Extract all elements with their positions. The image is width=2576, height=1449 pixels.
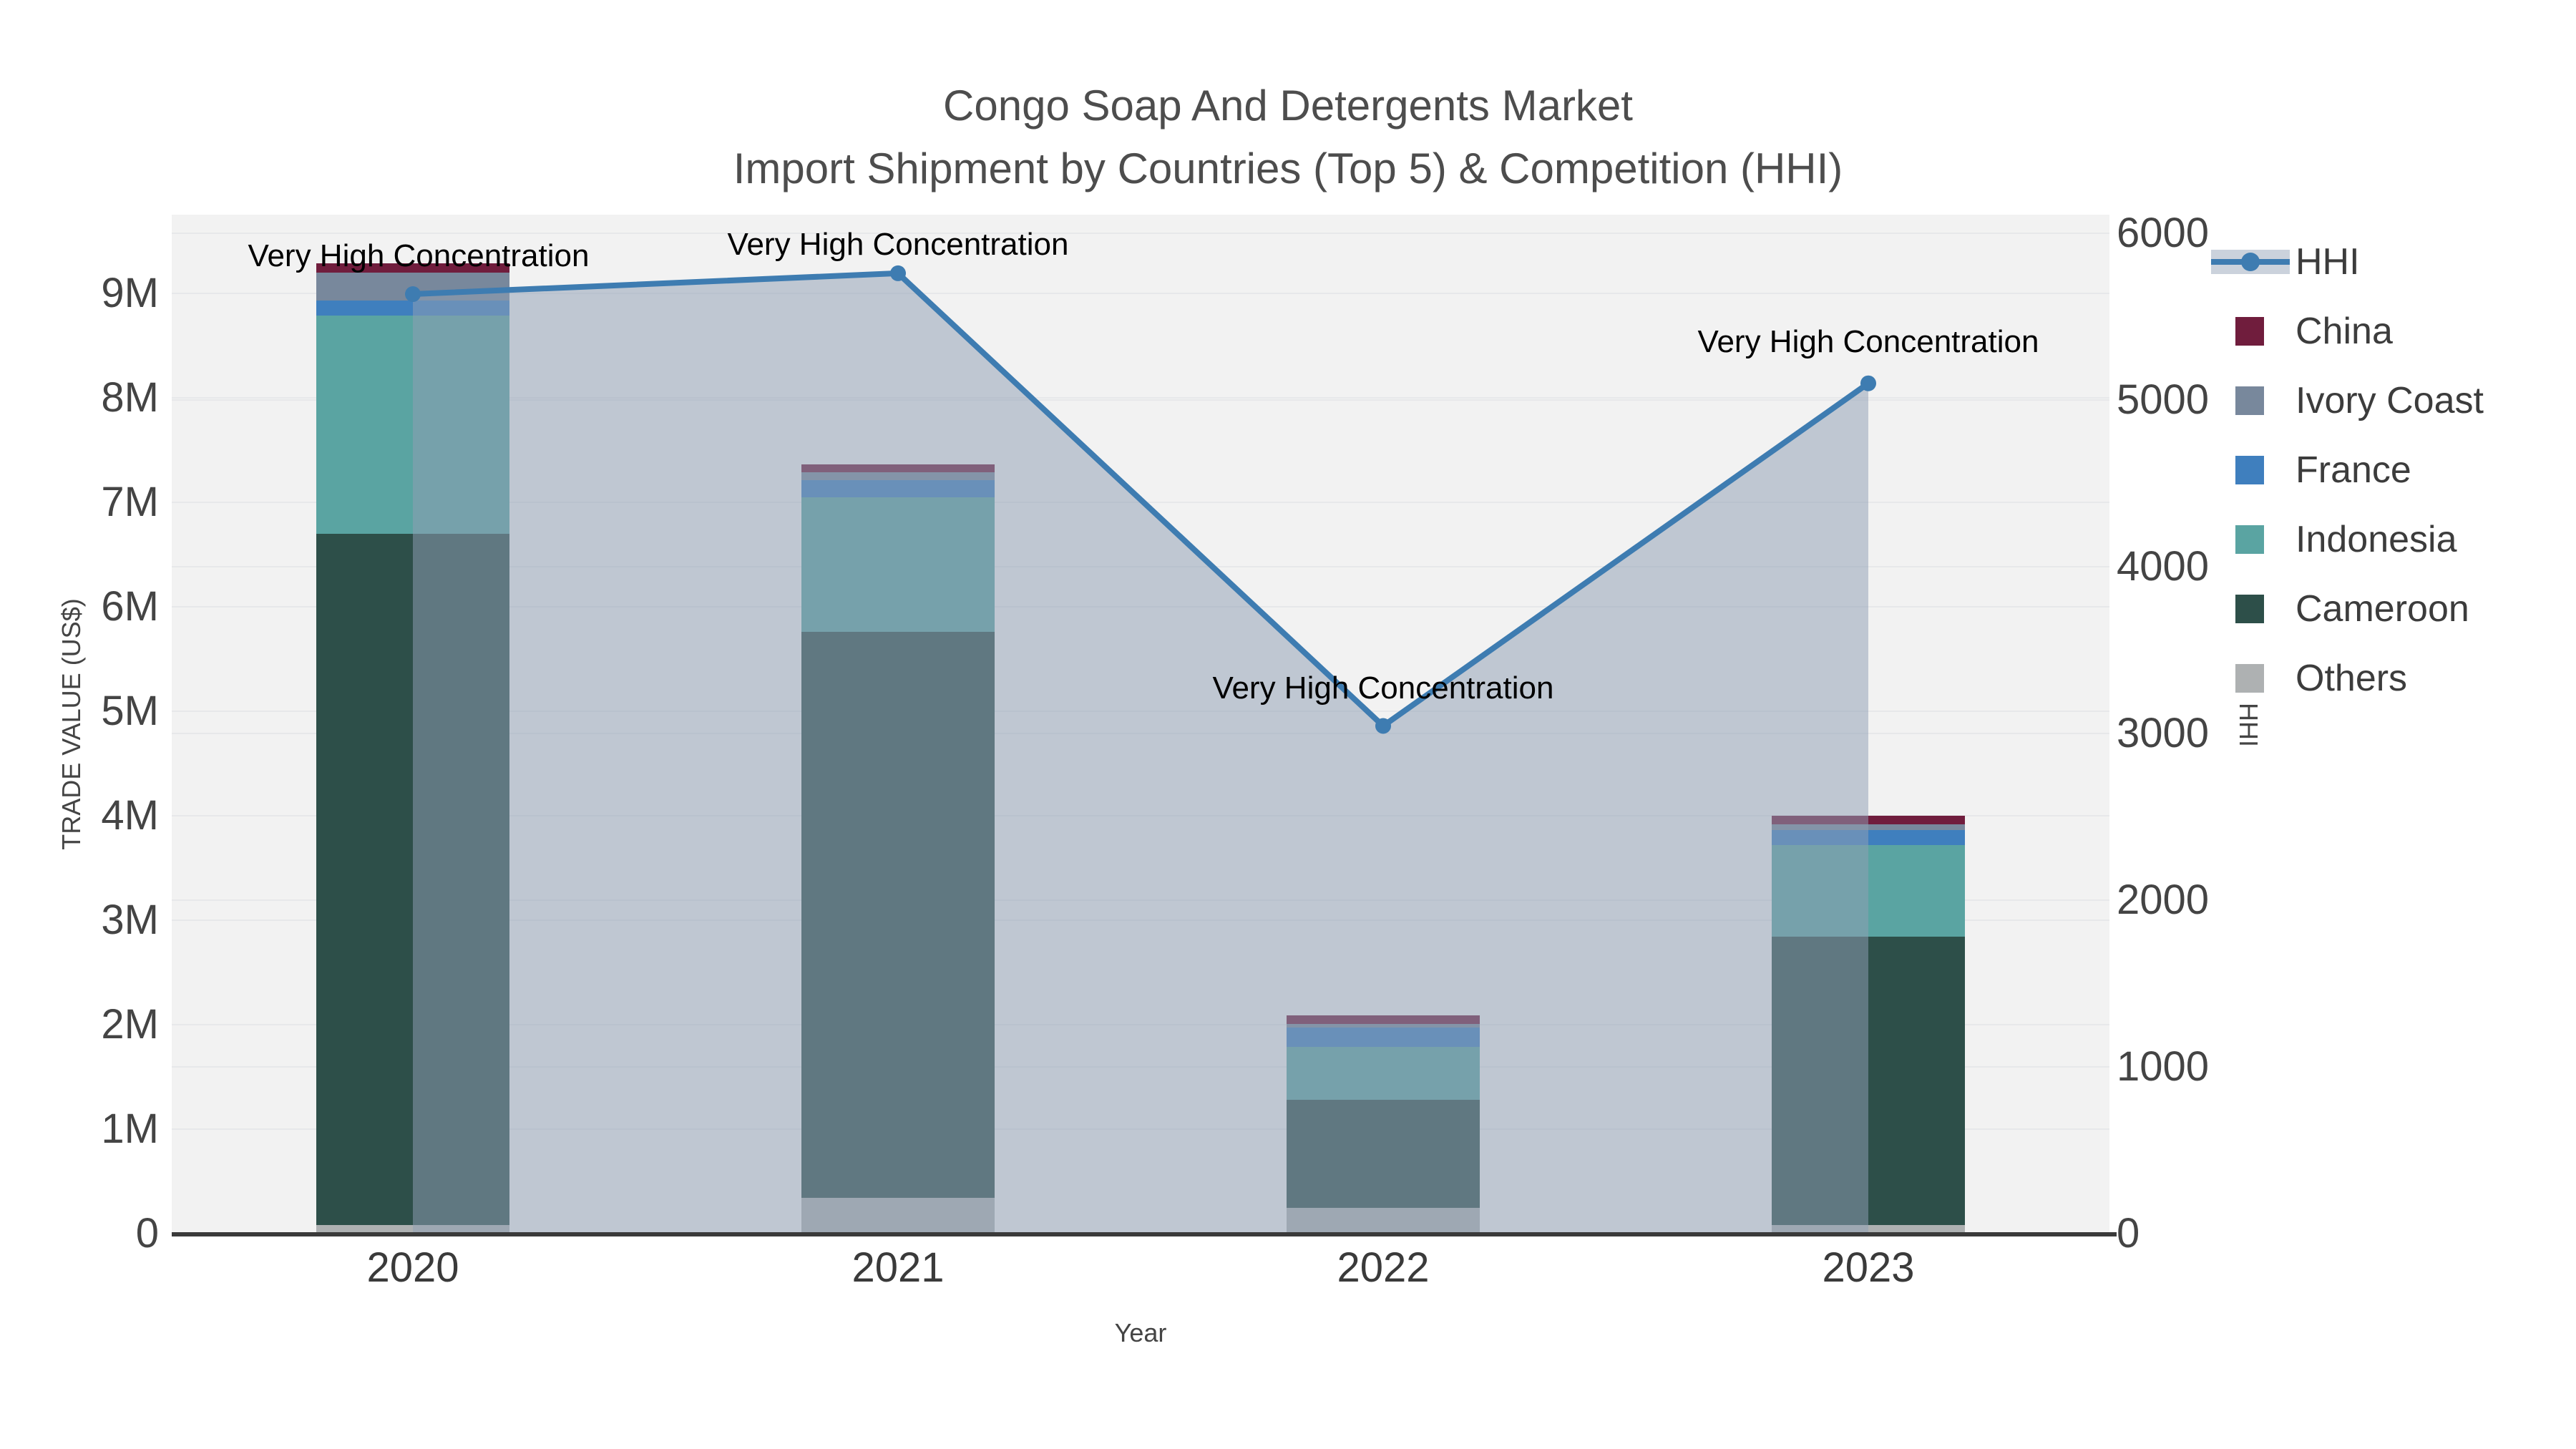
hhi-marker-2022[interactable] [1375, 718, 1391, 734]
legend-swatch-indonesia [2235, 525, 2264, 554]
y-right-tick-6000: 6000 [2117, 210, 2210, 256]
y-left-tick-0: 0 [135, 1210, 159, 1257]
y-left-tick-7M: 7M [101, 479, 159, 525]
hhi-area-fill [413, 273, 1868, 1234]
x-axis-title: Year [1114, 1318, 1167, 1347]
legend-item-france[interactable]: France [2204, 446, 2576, 494]
y-left-tick-9M: 9M [101, 270, 159, 316]
y-left-tick-8M: 8M [101, 374, 159, 421]
x-tick-2020: 2020 [366, 1244, 459, 1291]
annotation-very-high-concentration-2022: Very High Concentration [1212, 670, 1554, 706]
legend-label: Cameroon [2296, 588, 2469, 630]
x-tick-2022: 2022 [1337, 1244, 1430, 1291]
legend-label: Ivory Coast [2296, 380, 2484, 421]
y-right-tick-3000: 3000 [2117, 710, 2210, 756]
legend-item-indonesia[interactable]: Indonesia [2204, 515, 2576, 564]
gridline-right-6000 [172, 233, 2109, 234]
annotation-very-high-concentration-2020: Very High Concentration [248, 238, 590, 273]
gridline-right-5000 [172, 399, 2109, 401]
hhi-marker-2023[interactable] [1860, 375, 1876, 391]
legend-swatch-france [2235, 456, 2264, 484]
x-tick-2023: 2023 [1822, 1244, 1915, 1291]
y-right-tick-5000: 5000 [2117, 376, 2210, 423]
bar-2020-china[interactable] [316, 263, 509, 273]
chart-title-line1: Congo Soap And Detergents Market [943, 82, 1633, 130]
y-right-tick-1000: 1000 [2117, 1043, 2210, 1090]
chart-title-line2: Import Shipment by Countries (Top 5) & C… [733, 145, 1843, 192]
legend-item-ivory-coast[interactable]: Ivory Coast [2204, 376, 2576, 425]
legend-label: Others [2296, 658, 2408, 699]
legend-label: France [2296, 449, 2411, 491]
hhi-line [412, 270, 1870, 729]
gridline-left-8M [172, 397, 2109, 399]
legend-item-hhi[interactable]: HHI [2204, 238, 2576, 286]
x-axis-line [172, 1232, 2117, 1236]
legend-item-others[interactable]: Others [2204, 654, 2576, 703]
y-right-tick-0: 0 [2117, 1210, 2140, 1257]
hhi-marker-2021[interactable] [890, 265, 906, 281]
hhi-marker-2020[interactable] [405, 286, 421, 303]
y-left-tick-5M: 5M [101, 688, 159, 734]
y-right-tick-4000: 4000 [2117, 543, 2210, 590]
legend-item-cameroon[interactable]: Cameroon [2204, 585, 2576, 633]
annotation-very-high-concentration-2023: Very High Concentration [1697, 324, 2039, 359]
legend-label: HHI [2296, 241, 2360, 283]
annotation-very-high-concentration-2021: Very High Concentration [727, 227, 1069, 262]
legend-swatch-others [2235, 664, 2264, 693]
y-left-tick-6M: 6M [101, 583, 159, 630]
legend-item-china[interactable]: China [2204, 307, 2576, 356]
y-left-tick-4M: 4M [101, 792, 159, 839]
gridline-left-9M [172, 293, 2109, 294]
x-tick-2021: 2021 [852, 1244, 945, 1291]
legend-swatch-cameroon [2235, 595, 2264, 623]
legend-label: China [2296, 311, 2393, 352]
y-right-tick-2000: 2000 [2117, 877, 2210, 923]
legend-swatch-china [2235, 317, 2264, 346]
legend-label: Indonesia [2296, 519, 2457, 560]
y-left-tick-2M: 2M [101, 1001, 159, 1048]
legend-swatch-ivory-coast [2235, 386, 2264, 415]
legend-hhi-marker-sample [2241, 253, 2260, 271]
y-left-tick-3M: 3M [101, 897, 159, 943]
y-left-tick-1M: 1M [101, 1106, 159, 1152]
